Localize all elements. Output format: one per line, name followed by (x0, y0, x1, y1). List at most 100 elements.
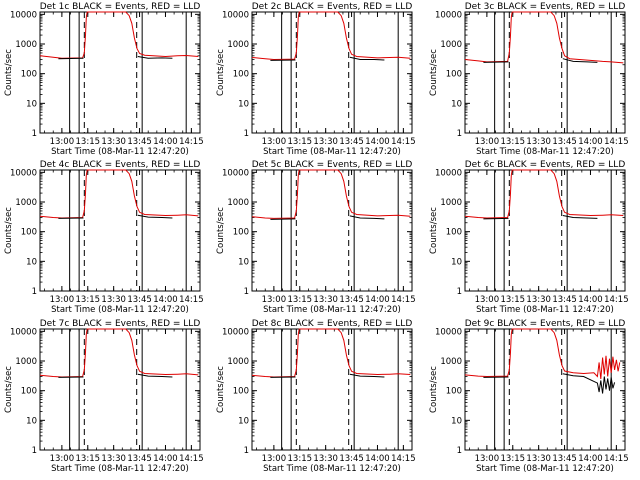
x-tick-label: 13:15 (288, 454, 313, 464)
x-tick-label: 14:00 (365, 295, 390, 305)
events-series-line (562, 58, 598, 63)
x-tick-label: 13:45 (552, 454, 577, 464)
y-tick-label: 10 (451, 416, 462, 426)
y-axis-label: Counts/sec (216, 366, 226, 413)
plot-frame (251, 328, 413, 451)
y-axis-label: Counts/sec (429, 366, 439, 413)
x-tick-label: 13:30 (101, 137, 126, 147)
x-axis-label: Start Time (08-Mar-11 12:47:20) (51, 305, 189, 315)
x-tick-label: 13:30 (313, 295, 338, 305)
y-tick-label: 10 (451, 99, 462, 109)
events-series-line (483, 61, 509, 63)
x-tick-label: 13:30 (101, 295, 126, 305)
lld-series-line (464, 328, 621, 379)
x-tick-label: 13:45 (339, 137, 364, 147)
x-tick-label: 13:00 (50, 137, 75, 147)
y-axis-label: Counts/sec (429, 207, 439, 254)
y-tick-label: 1 (32, 446, 37, 456)
y-tick-label: 100 (446, 70, 462, 80)
y-tick-label: 1 (244, 287, 249, 297)
y-tick-label: 10000 (435, 10, 462, 20)
x-tick-label: 13:30 (313, 454, 338, 464)
y-tick-label: 100 (233, 70, 249, 80)
x-tick-label: 14:15 (604, 454, 629, 464)
x-tick-label: 14:15 (604, 295, 629, 305)
x-tick-label: 14:00 (578, 454, 603, 464)
plot-frame (251, 169, 413, 292)
lld-series-line (39, 328, 199, 378)
y-tick-label: 1 (32, 287, 37, 297)
panel-title: Det 3c BLACK = Events, RED = LLD (465, 2, 626, 12)
events-series-line (562, 373, 616, 394)
events-series-line (349, 56, 385, 61)
y-tick-label: 1000 (15, 40, 37, 50)
panel-title: Det 7c BLACK = Events, RED = LLD (40, 319, 201, 329)
x-tick-label: 14:00 (578, 295, 603, 305)
y-tick-label: 100 (21, 387, 37, 397)
y-tick-label: 10 (238, 257, 249, 267)
x-tick-label: 13:30 (101, 454, 126, 464)
x-tick-label: 13:00 (475, 295, 500, 305)
x-axis-label: Start Time (08-Mar-11 12:47:20) (263, 305, 401, 315)
x-tick-label: 13:15 (76, 454, 101, 464)
y-tick-label: 10 (238, 416, 249, 426)
plot-frame (251, 11, 413, 134)
y-tick-label: 10000 (10, 327, 37, 337)
detector-panel-2: 1 10 100 1000 10000 13:00 13:15 13:30 13:45 14:00… (216, 2, 416, 157)
x-tick-label: 14:00 (153, 295, 178, 305)
panel-title: Det 2c BLACK = Events, RED = LLD (252, 2, 413, 12)
panel-title: Det 4c BLACK = Events, RED = LLD (40, 160, 201, 170)
x-tick-label: 13:15 (76, 137, 101, 147)
x-axis-label: Start Time (08-Mar-11 12:47:20) (51, 147, 189, 157)
y-tick-label: 10 (26, 416, 37, 426)
x-tick-label: 14:00 (153, 454, 178, 464)
detector-panel-8: 1 10 100 1000 10000 13:00 13:15 13:30 13:45 14:00… (216, 319, 416, 474)
x-tick-label: 14:15 (179, 454, 204, 464)
events-series-line (137, 56, 173, 59)
x-tick-label: 13:00 (262, 295, 287, 305)
lld-series-line (464, 169, 624, 219)
x-tick-label: 14:00 (578, 137, 603, 147)
x-tick-label: 14:15 (604, 137, 629, 147)
y-tick-label: 10 (451, 257, 462, 267)
y-tick-label: 100 (446, 387, 462, 397)
events-series-line (349, 373, 385, 378)
x-tick-label: 13:00 (50, 295, 75, 305)
events-series-line (562, 215, 598, 219)
y-tick-label: 1 (32, 129, 37, 139)
detector-panel-4: 1 10 100 1000 10000 13:00 13:15 13:30 13:45 14:00… (4, 160, 204, 315)
panel-title: Det 8c BLACK = Events, RED = LLD (252, 319, 413, 329)
events-series-line (137, 373, 173, 378)
x-tick-label: 13:00 (50, 454, 75, 464)
x-tick-label: 13:15 (288, 137, 313, 147)
y-tick-label: 1000 (440, 198, 462, 208)
y-axis-label: Counts/sec (4, 207, 14, 254)
y-tick-label: 10000 (222, 10, 249, 20)
detector-panel-1: 1 10 100 1000 10000 13:00 13:15 13:30 13:45 14:00… (4, 2, 204, 157)
x-tick-label: 13:45 (127, 295, 152, 305)
detector-panel-9: 1 10 100 1000 10000 13:00 13:15 13:30 13:45 14:00… (429, 319, 629, 474)
y-axis-label: Counts/sec (4, 366, 14, 413)
panel-title: Det 6c BLACK = Events, RED = LLD (465, 160, 626, 170)
y-tick-label: 10000 (222, 327, 249, 337)
x-tick-label: 13:45 (339, 295, 364, 305)
x-tick-label: 13:00 (262, 454, 287, 464)
y-tick-label: 1000 (15, 357, 37, 367)
plot-frame (39, 328, 201, 451)
y-tick-label: 1000 (227, 198, 249, 208)
y-tick-label: 1 (457, 129, 462, 139)
x-tick-label: 13:30 (526, 454, 551, 464)
y-tick-label: 10000 (222, 168, 249, 178)
plot-frame (464, 328, 626, 451)
y-tick-label: 1000 (440, 40, 462, 50)
x-tick-label: 14:15 (179, 137, 204, 147)
x-tick-label: 13:00 (475, 454, 500, 464)
y-tick-label: 1000 (440, 357, 462, 367)
y-tick-label: 10000 (435, 168, 462, 178)
x-axis-label: Start Time (08-Mar-11 12:47:20) (476, 305, 614, 315)
x-tick-label: 13:30 (313, 137, 338, 147)
x-tick-label: 14:00 (153, 137, 178, 147)
y-tick-label: 10 (26, 257, 37, 267)
x-tick-label: 14:15 (391, 137, 416, 147)
